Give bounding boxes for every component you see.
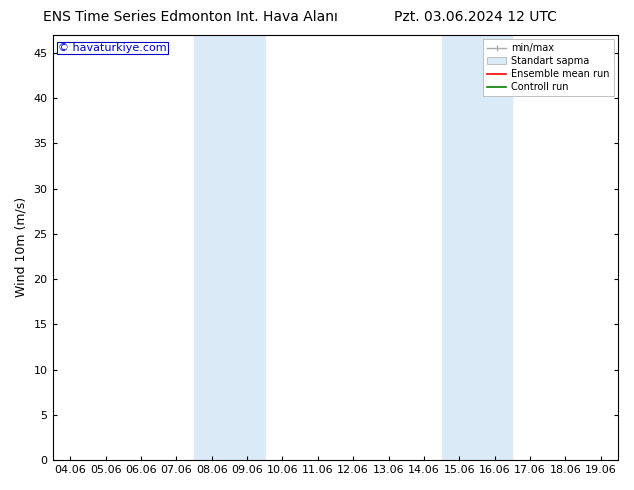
Bar	[194, 35, 265, 460]
Text: © havaturkiye.com: © havaturkiye.com	[58, 43, 167, 53]
Bar	[442, 35, 512, 460]
Legend: min/max, Standart sapma, Ensemble mean run, Controll run: min/max, Standart sapma, Ensemble mean r…	[483, 40, 614, 96]
Text: Pzt. 03.06.2024 12 UTC: Pzt. 03.06.2024 12 UTC	[394, 10, 557, 24]
Text: ENS Time Series Edmonton Int. Hava Alanı: ENS Time Series Edmonton Int. Hava Alanı	[42, 10, 338, 24]
Y-axis label: Wind 10m (m/s): Wind 10m (m/s)	[15, 197, 28, 297]
